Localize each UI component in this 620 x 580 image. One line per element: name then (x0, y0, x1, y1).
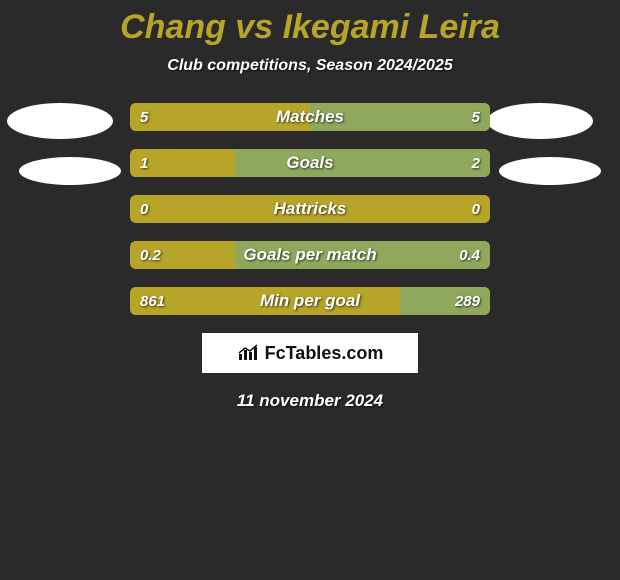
stat-value-right: 289 (455, 287, 480, 315)
avatar-right-2 (499, 157, 601, 185)
stat-label: Min per goal (130, 287, 490, 315)
stat-label: Goals (130, 149, 490, 177)
stat-value-right: 2 (472, 149, 480, 177)
stat-row-goals: Goals1 2 (130, 149, 490, 177)
stat-value-left: 0 (140, 195, 148, 223)
stat-value-left: 861 (140, 287, 165, 315)
comparison-stage: Matches5 5 Goals1 2 Hattricks0 0 Goals per mat… (0, 103, 620, 411)
page-title: Chang vs Ikegami Leira (0, 0, 620, 47)
stat-label: Matches (130, 103, 490, 131)
avatar-left-2 (19, 157, 121, 185)
brand-text: FcTables.com (265, 343, 384, 364)
avatar-right-1 (487, 103, 593, 139)
stat-label: Goals per match (130, 241, 490, 269)
stat-value-right: 0.4 (459, 241, 480, 269)
avatar-left-1 (7, 103, 113, 139)
stat-value-left: 0.2 (140, 241, 161, 269)
stat-value-left: 5 (140, 103, 148, 131)
stat-rows: Matches5 5 Goals1 2 Hattricks0 0 Goals per mat… (130, 103, 490, 315)
stat-row-hattricks: Hattricks0 0 (130, 195, 490, 223)
stat-label: Hattricks (130, 195, 490, 223)
stat-value-left: 1 (140, 149, 148, 177)
date-text: 11 november 2024 (0, 391, 620, 411)
stat-row-mpg: Min per goal861 289 (130, 287, 490, 315)
brand-chart-icon (237, 344, 259, 362)
stat-row-matches: Matches5 5 (130, 103, 490, 131)
page-subtitle: Club competitions, Season 2024/2025 (0, 57, 620, 75)
brand-badge: FcTables.com (202, 333, 418, 373)
stat-value-right: 0 (472, 195, 480, 223)
stat-row-gpm: Goals per match0.2 0.4 (130, 241, 490, 269)
stat-value-right: 5 (472, 103, 480, 131)
